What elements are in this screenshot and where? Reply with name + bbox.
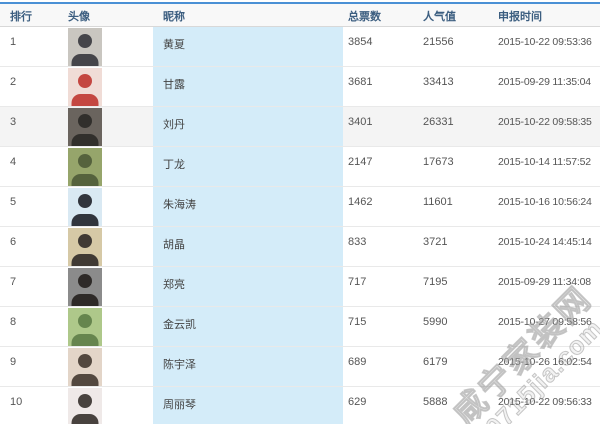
rank-cell: 2 <box>0 66 58 107</box>
avatar-photo[interactable] <box>68 348 102 386</box>
time-cell: 2015-10-26 16:02:54 <box>495 346 600 387</box>
nickname-cell[interactable]: 金云凯 <box>153 306 343 347</box>
table-row: 1 黄夏 3854 21556 2015-10-22 09:53:36 <box>0 26 600 67</box>
nickname-cell[interactable]: 陈宇泽 <box>153 346 343 387</box>
col-header-apply-time: 申报时间 <box>495 4 600 27</box>
rank-cell: 8 <box>0 306 58 347</box>
table-row: 6 胡晶 833 3721 2015-10-24 14:45:14 <box>0 226 600 267</box>
avatar-cell <box>58 66 153 107</box>
avatar-cell <box>58 226 153 267</box>
col-header-votes: 总票数 <box>343 4 418 27</box>
table-row: 9 陈宇泽 689 6179 2015-10-26 16:02:54 <box>0 346 600 387</box>
avatar-cell <box>58 186 153 227</box>
nickname-cell[interactable]: 朱海涛 <box>153 186 343 227</box>
avatar-cell <box>58 106 153 147</box>
popularity-cell: 11601 <box>418 186 495 227</box>
popularity-cell: 6179 <box>418 346 495 387</box>
avatar-cell <box>58 26 153 67</box>
popularity-cell: 3721 <box>418 226 495 267</box>
table-header: 排行 头像 昵称 总票数 人气值 申报时间 <box>0 4 600 27</box>
avatar-cell <box>58 306 153 347</box>
table-row: 5 朱海涛 1462 11601 2015-10-16 10:56:24 <box>0 186 600 227</box>
time-cell: 2015-10-27 09:58:56 <box>495 306 600 347</box>
col-header-nickname: 昵称 <box>153 4 343 27</box>
col-header-avatar: 头像 <box>58 4 153 27</box>
nickname-cell[interactable]: 郑亮 <box>153 266 343 307</box>
nickname-cell[interactable]: 周丽琴 <box>153 386 343 424</box>
time-cell: 2015-10-24 14:45:14 <box>495 226 600 267</box>
table-row: 7 郑亮 717 7195 2015-09-29 11:34:08 <box>0 266 600 307</box>
rank-cell: 7 <box>0 266 58 307</box>
popularity-cell: 5990 <box>418 306 495 347</box>
col-header-popularity: 人气值 <box>418 4 495 27</box>
rank-cell: 1 <box>0 26 58 67</box>
votes-cell: 3854 <box>343 26 418 67</box>
avatar-photo[interactable] <box>68 308 102 346</box>
table-row: 3 刘丹 3401 26331 2015-10-22 09:58:35 <box>0 106 600 147</box>
popularity-cell: 5888 <box>418 386 495 424</box>
nickname-cell[interactable]: 黄夏 <box>153 26 343 67</box>
rank-cell: 3 <box>0 106 58 147</box>
votes-cell: 629 <box>343 386 418 424</box>
rank-cell: 4 <box>0 146 58 187</box>
avatar-photo[interactable] <box>68 268 102 306</box>
votes-cell: 689 <box>343 346 418 387</box>
avatar-photo[interactable] <box>68 28 102 66</box>
table-row: 8 金云凯 715 5990 2015-10-27 09:58:56 <box>0 306 600 347</box>
header-row: 排行 头像 昵称 总票数 人气值 申报时间 <box>0 4 600 27</box>
votes-cell: 715 <box>343 306 418 347</box>
col-header-rank: 排行 <box>0 4 58 27</box>
table-row: 4 丁龙 2147 17673 2015-10-14 11:57:52 <box>0 146 600 187</box>
popularity-cell: 21556 <box>418 26 495 67</box>
avatar-photo[interactable] <box>68 108 102 146</box>
avatar-cell <box>58 146 153 187</box>
time-cell: 2015-09-29 11:34:08 <box>495 266 600 307</box>
popularity-cell: 17673 <box>418 146 495 187</box>
table-row: 10 周丽琴 629 5888 2015-10-22 09:56:33 <box>0 386 600 424</box>
nickname-cell[interactable]: 胡晶 <box>153 226 343 267</box>
avatar-cell <box>58 346 153 387</box>
votes-cell: 3401 <box>343 106 418 147</box>
popularity-cell: 33413 <box>418 66 495 107</box>
time-cell: 2015-10-22 09:56:33 <box>495 386 600 424</box>
rank-cell: 9 <box>0 346 58 387</box>
votes-cell: 2147 <box>343 146 418 187</box>
avatar-photo[interactable] <box>68 148 102 186</box>
avatar-photo[interactable] <box>68 388 102 424</box>
votes-cell: 717 <box>343 266 418 307</box>
avatar-photo[interactable] <box>68 68 102 106</box>
time-cell: 2015-10-16 10:56:24 <box>495 186 600 227</box>
table-row: 2 甘露 3681 33413 2015-09-29 11:35:04 <box>0 66 600 107</box>
avatar-cell <box>58 386 153 424</box>
time-cell: 2015-10-14 11:57:52 <box>495 146 600 187</box>
votes-cell: 1462 <box>343 186 418 227</box>
time-cell: 2015-10-22 09:53:36 <box>495 26 600 67</box>
time-cell: 2015-09-29 11:35:04 <box>495 66 600 107</box>
time-cell: 2015-10-22 09:58:35 <box>495 106 600 147</box>
rank-cell: 5 <box>0 186 58 227</box>
nickname-cell[interactable]: 丁龙 <box>153 146 343 187</box>
popularity-cell: 26331 <box>418 106 495 147</box>
votes-cell: 833 <box>343 226 418 267</box>
avatar-photo[interactable] <box>68 228 102 266</box>
rank-cell: 10 <box>0 386 58 424</box>
nickname-cell[interactable]: 刘丹 <box>153 106 343 147</box>
ranking-table: 排行 头像 昵称 总票数 人气值 申报时间 1 黄夏 3854 21556 2015-1… <box>0 4 600 424</box>
votes-cell: 3681 <box>343 66 418 107</box>
table-body: 1 黄夏 3854 21556 2015-10-22 09:53:36 2 甘露 3681 33… <box>0 26 600 424</box>
nickname-cell[interactable]: 甘露 <box>153 66 343 107</box>
popularity-cell: 7195 <box>418 266 495 307</box>
avatar-photo[interactable] <box>68 188 102 226</box>
avatar-cell <box>58 266 153 307</box>
rank-cell: 6 <box>0 226 58 267</box>
